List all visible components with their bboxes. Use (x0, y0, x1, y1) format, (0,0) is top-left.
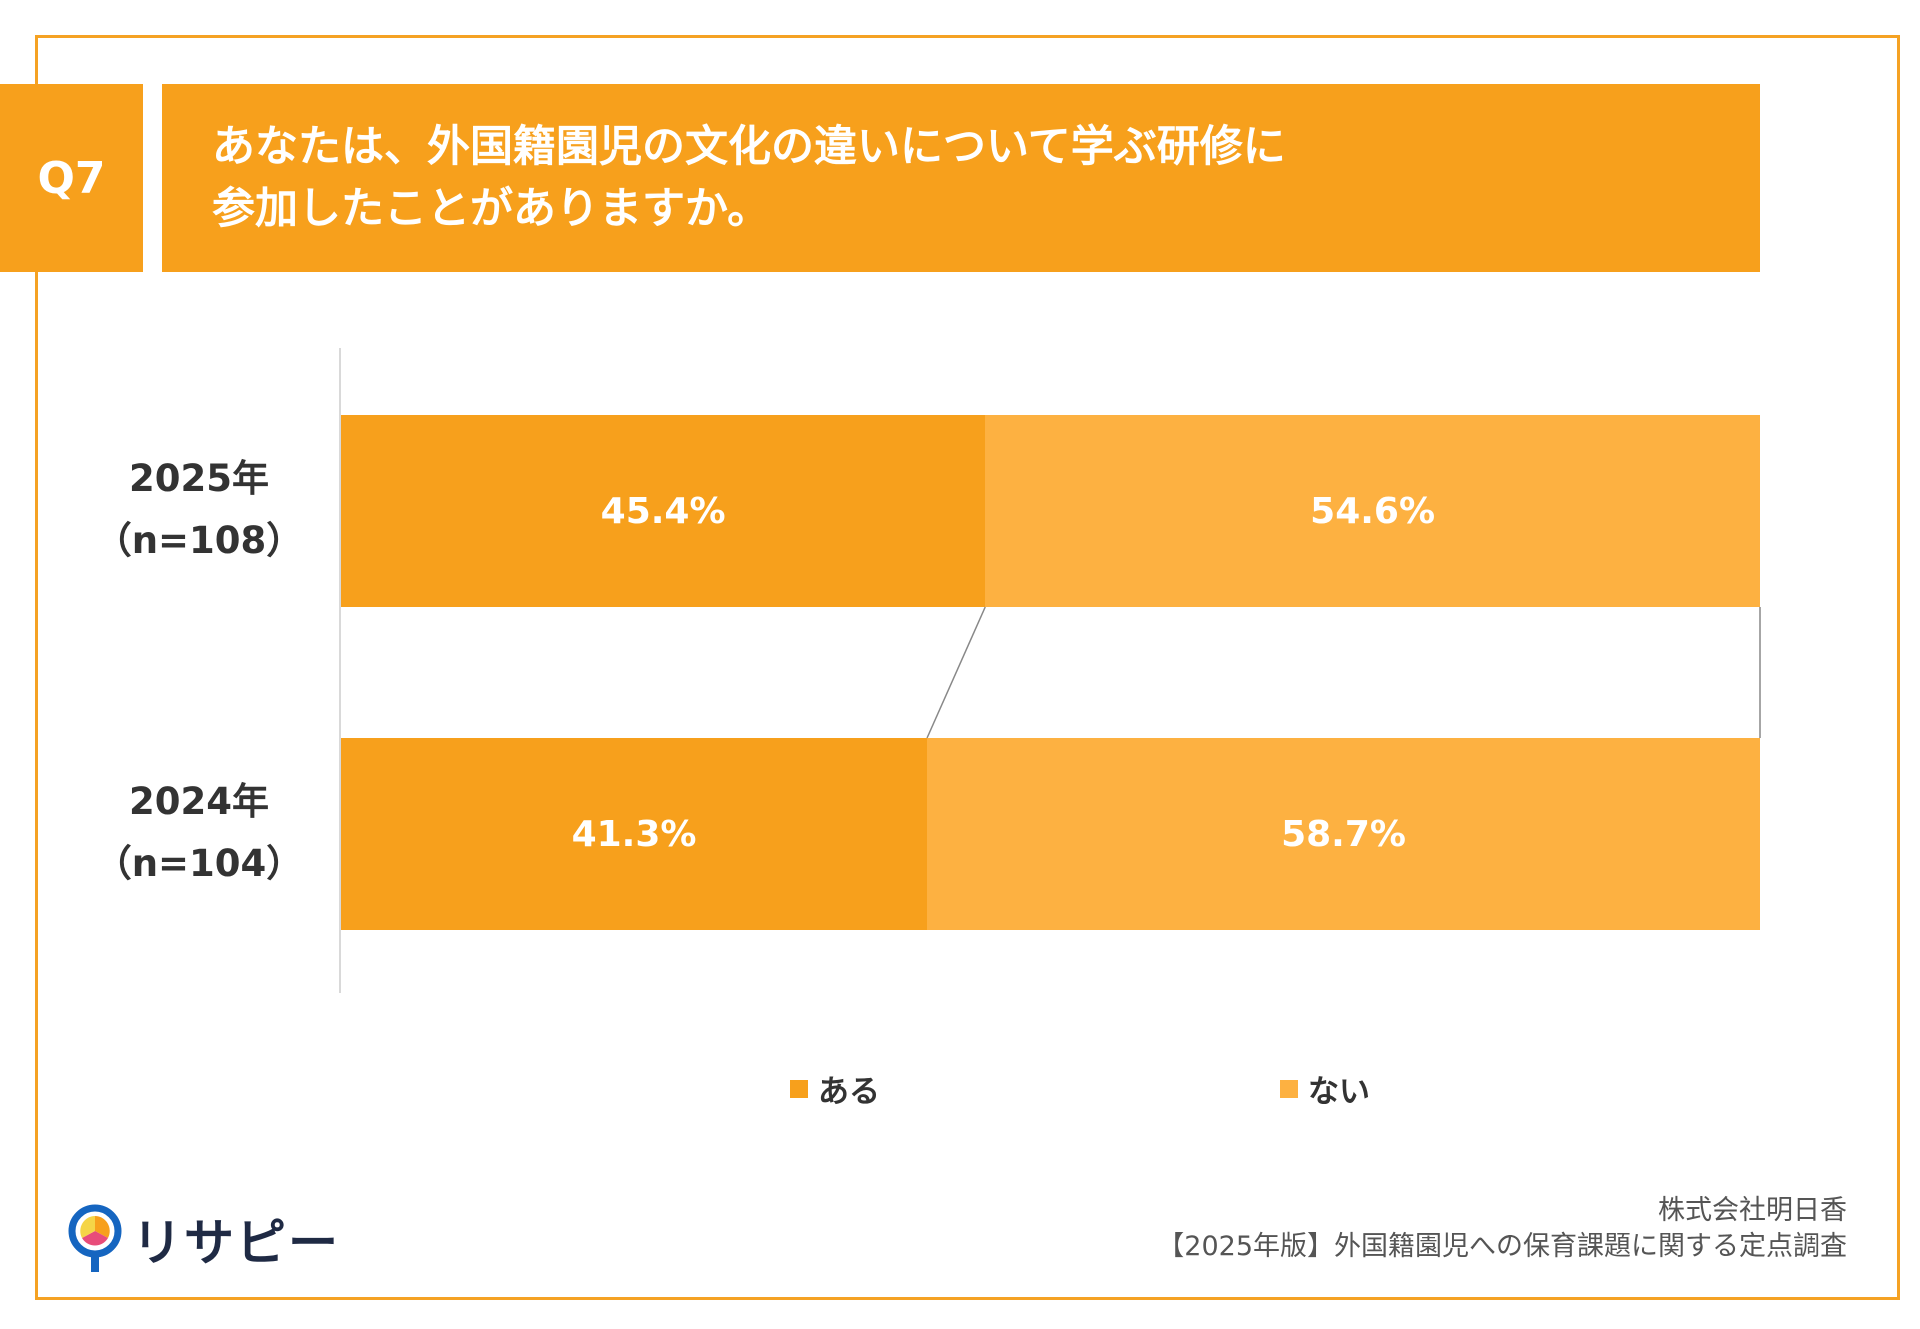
category-axis-line (339, 348, 341, 993)
legend-label-aru: ある (818, 1074, 880, 1110)
credit-company: 株式会社明日香 (1658, 1195, 1847, 1226)
category-label-2024: 2024年 （n=104） (94, 780, 304, 885)
data-label-aru-0: 45.4% (600, 490, 726, 532)
category-label-2025: 2025年 （n=108） (94, 457, 304, 562)
question-title-line-2: 参加したことがありますか。 (212, 184, 771, 234)
question-title: あなたは、外国籍園児の文化の違いについて学ぶ研修に 参加したことがありますか。 (162, 84, 1760, 272)
logo-text: リサピー (132, 1214, 340, 1272)
data-label-nai-0: 54.6% (1310, 490, 1436, 532)
bar-row-0: 45.4% 54.6% (341, 415, 1760, 607)
credit-survey: 【2025年版】外国籍園児への保育課題に関する定点調査 (1157, 1231, 1847, 1262)
data-label-aru-1: 41.3% (571, 813, 697, 855)
bar-segment-nai-0: 54.6% (985, 415, 1760, 607)
bar-row-1: 41.3% 58.7% (341, 738, 1760, 930)
chart-frame (35, 35, 1900, 1300)
credit: 株式会社明日香 【2025年版】外国籍園児への保育課題に関する定点調査 (1157, 1193, 1847, 1265)
bar-segment-nai-1: 58.7% (927, 738, 1760, 930)
question-title-line-1: あなたは、外国籍園児の文化の違いについて学ぶ研修に (212, 122, 1286, 172)
legend-item-aru: ある (790, 1066, 880, 1111)
legend-label-nai: ない (1308, 1074, 1370, 1110)
logo-pin-icon (68, 1204, 122, 1272)
logo: リサピー (68, 1203, 340, 1275)
data-label-nai-1: 58.7% (1281, 813, 1406, 855)
question-badge: Q7 (0, 84, 143, 272)
legend-item-nai: ない (1280, 1066, 1370, 1111)
bar-segment-aru-1: 41.3% (341, 738, 928, 930)
bar-segment-aru-0: 45.4% (341, 415, 986, 607)
legend-swatch-aru (790, 1079, 808, 1098)
legend-swatch-nai (1280, 1079, 1298, 1098)
